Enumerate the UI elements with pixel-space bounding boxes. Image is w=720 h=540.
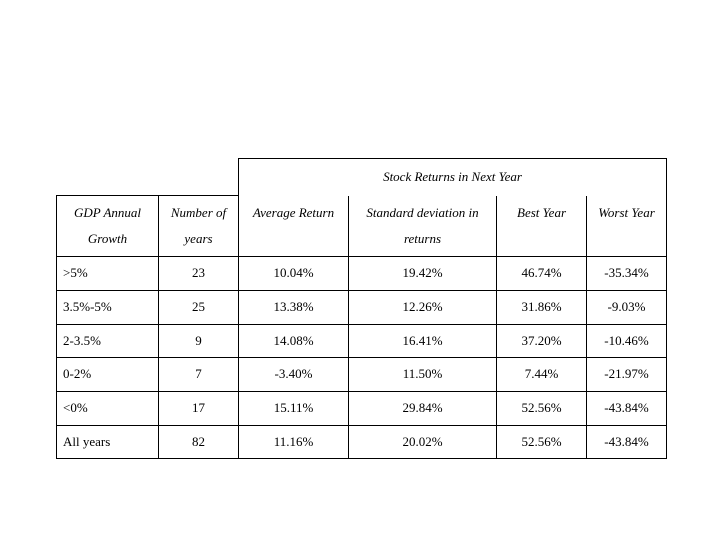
col-gdp-growth: GDP Annual Growth bbox=[57, 196, 159, 257]
cell-sd: 16.41% bbox=[349, 324, 497, 358]
row-label: 2-3.5% bbox=[57, 324, 159, 358]
cell-avg: 15.11% bbox=[239, 391, 349, 425]
cell-best: 52.56% bbox=[497, 425, 587, 459]
cell-worst: -43.84% bbox=[587, 391, 667, 425]
row-label: All years bbox=[57, 425, 159, 459]
cell-sd: 19.42% bbox=[349, 257, 497, 291]
table-row: <0% 17 15.11% 29.84% 52.56% -43.84% bbox=[57, 391, 667, 425]
cell-avg: 11.16% bbox=[239, 425, 349, 459]
cell-worst: -43.84% bbox=[587, 425, 667, 459]
cell-best: 46.74% bbox=[497, 257, 587, 291]
returns-table: Stock Returns in Next Year GDP Annual Gr… bbox=[56, 158, 667, 459]
cell-worst: -10.46% bbox=[587, 324, 667, 358]
col-sd-returns: Standard deviation in returns bbox=[349, 196, 497, 257]
column-header-row: GDP Annual Growth Number of years Averag… bbox=[57, 196, 667, 257]
cell-best: 31.86% bbox=[497, 290, 587, 324]
cell-avg: -3.40% bbox=[239, 358, 349, 392]
col-avg-return: Average Return bbox=[239, 196, 349, 257]
cell-avg: 10.04% bbox=[239, 257, 349, 291]
col-best-year: Best Year bbox=[497, 196, 587, 257]
cell-best: 7.44% bbox=[497, 358, 587, 392]
table-row: All years 82 11.16% 20.02% 52.56% -43.84… bbox=[57, 425, 667, 459]
cell-years: 23 bbox=[159, 257, 239, 291]
cell-sd: 29.84% bbox=[349, 391, 497, 425]
cell-sd: 11.50% bbox=[349, 358, 497, 392]
table-row: 2-3.5% 9 14.08% 16.41% 37.20% -10.46% bbox=[57, 324, 667, 358]
row-label: <0% bbox=[57, 391, 159, 425]
cell-avg: 13.38% bbox=[239, 290, 349, 324]
table-row: 0-2% 7 -3.40% 11.50% 7.44% -21.97% bbox=[57, 358, 667, 392]
cell-years: 9 bbox=[159, 324, 239, 358]
table-row: >5% 23 10.04% 19.42% 46.74% -35.34% bbox=[57, 257, 667, 291]
col-worst-year: Worst Year bbox=[587, 196, 667, 257]
cell-years: 25 bbox=[159, 290, 239, 324]
row-label: 3.5%-5% bbox=[57, 290, 159, 324]
cell-worst: -9.03% bbox=[587, 290, 667, 324]
cell-years: 82 bbox=[159, 425, 239, 459]
cell-best: 52.56% bbox=[497, 391, 587, 425]
super-header: Stock Returns in Next Year bbox=[239, 159, 667, 196]
cell-worst: -21.97% bbox=[587, 358, 667, 392]
cell-sd: 20.02% bbox=[349, 425, 497, 459]
page-canvas: Stock Returns in Next Year GDP Annual Gr… bbox=[0, 0, 720, 540]
cell-years: 7 bbox=[159, 358, 239, 392]
cell-years: 17 bbox=[159, 391, 239, 425]
cell-best: 37.20% bbox=[497, 324, 587, 358]
cell-sd: 12.26% bbox=[349, 290, 497, 324]
cell-worst: -35.34% bbox=[587, 257, 667, 291]
row-label: 0-2% bbox=[57, 358, 159, 392]
row-label: >5% bbox=[57, 257, 159, 291]
table-row: 3.5%-5% 25 13.38% 12.26% 31.86% -9.03% bbox=[57, 290, 667, 324]
super-header-row: Stock Returns in Next Year bbox=[57, 159, 667, 196]
col-num-years: Number of years bbox=[159, 196, 239, 257]
cell-avg: 14.08% bbox=[239, 324, 349, 358]
